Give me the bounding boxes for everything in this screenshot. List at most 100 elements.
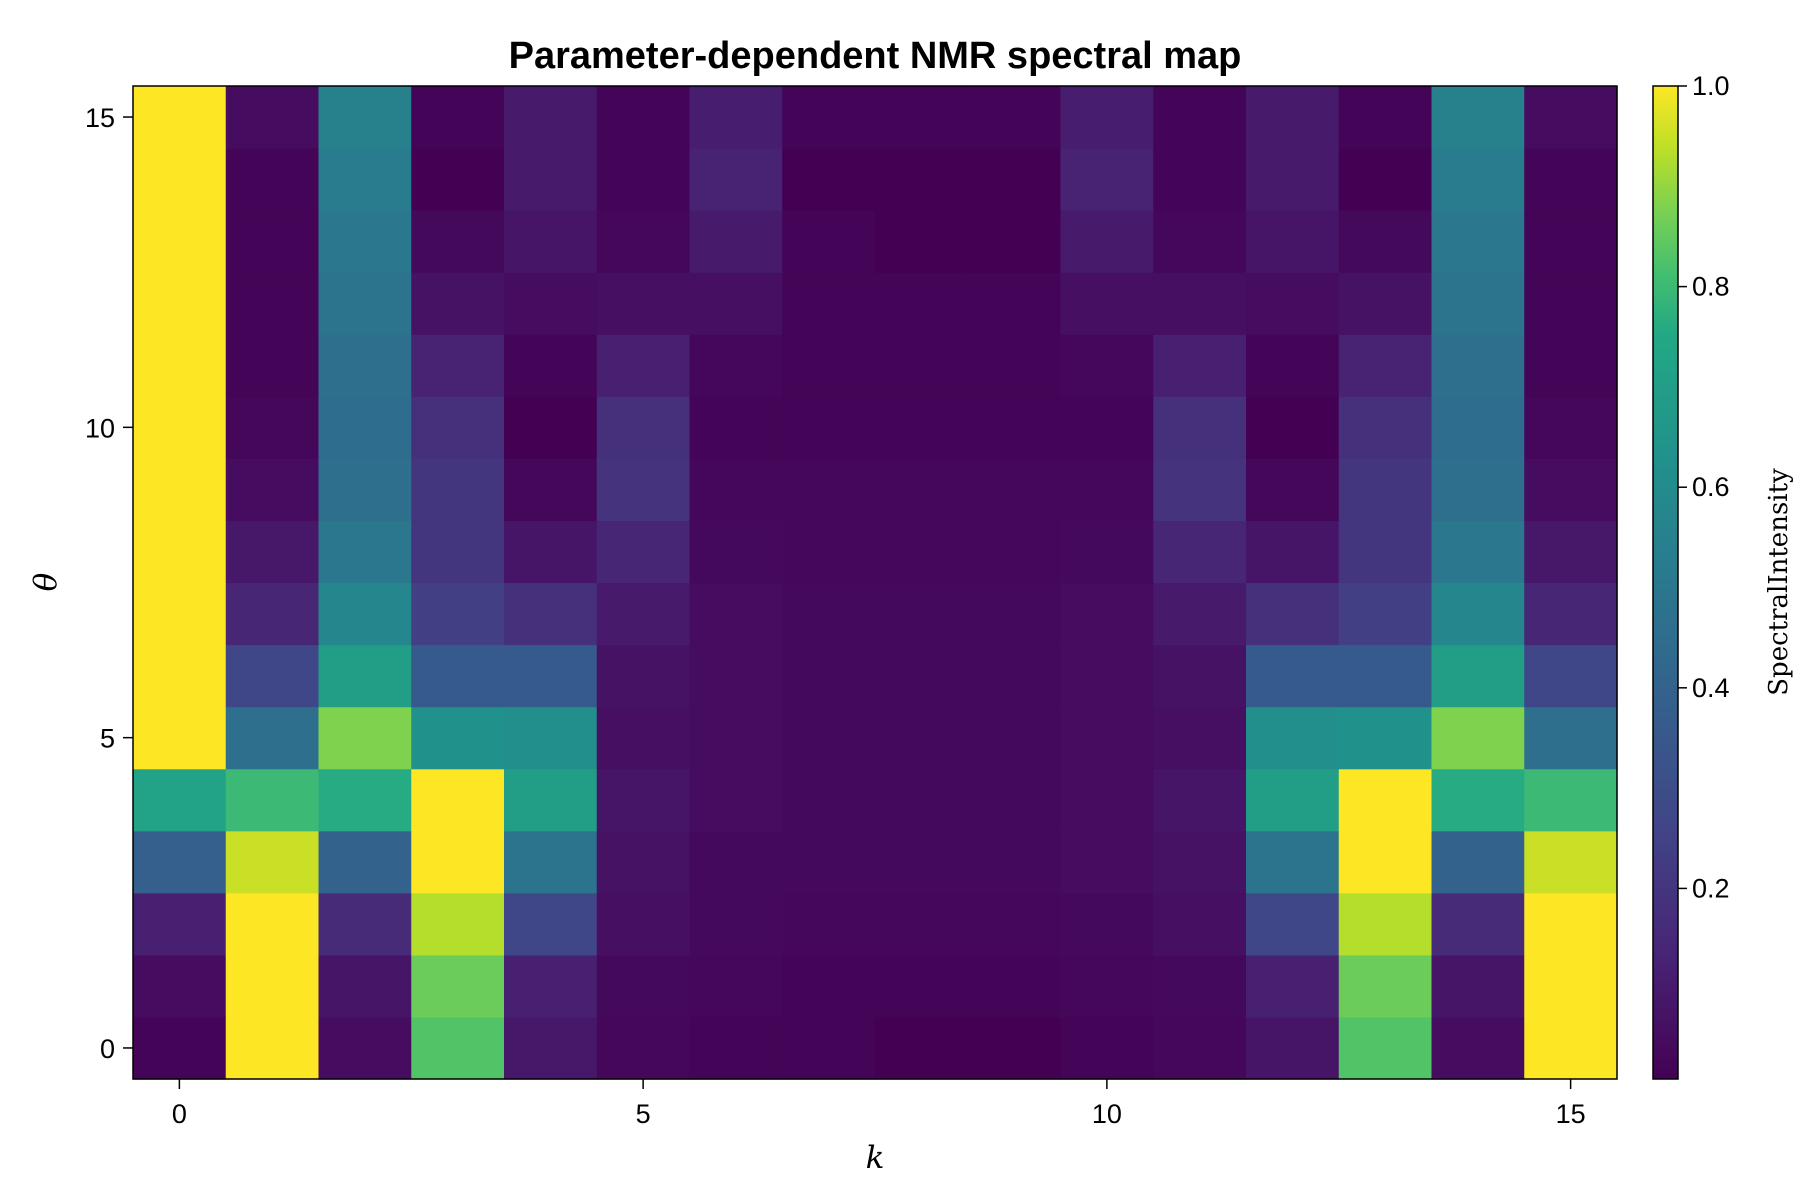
plot-frame bbox=[132, 85, 1618, 1080]
heatmap-cell-k8-theta1 bbox=[875, 954, 969, 1018]
heatmap-cell-k1-theta10 bbox=[225, 396, 320, 459]
heatmap-cell-k13-theta9 bbox=[1338, 458, 1433, 522]
heatmap-cell-k9-theta0 bbox=[967, 1016, 1062, 1080]
heatmap-cell-k4-theta3 bbox=[504, 830, 598, 894]
heatmap-cell-k11-theta9 bbox=[1153, 458, 1247, 522]
heatmap-cell-k9-theta5 bbox=[967, 706, 1062, 770]
heatmap-cell-k6-theta14 bbox=[689, 148, 783, 211]
heatmap-cell-k8-theta7 bbox=[875, 582, 969, 646]
heatmap-cell-k6-theta0 bbox=[689, 1016, 783, 1080]
heatmap-cell-k2-theta6 bbox=[318, 644, 412, 708]
heatmap-cell-k2-theta7 bbox=[318, 582, 412, 646]
heatmap-cell-k10-theta10 bbox=[1060, 396, 1154, 459]
heatmap-cell-k4-theta7 bbox=[504, 582, 598, 646]
heatmap-cell-k10-theta3 bbox=[1060, 830, 1154, 894]
heatmap-cell-k8-theta0 bbox=[875, 1016, 969, 1080]
heatmap-cell-k14-theta1 bbox=[1431, 954, 1525, 1018]
heatmap-cell-k15-theta10 bbox=[1524, 396, 1618, 459]
heatmap-cell-k11-theta4 bbox=[1153, 768, 1247, 832]
heatmap-cell-k0-theta8 bbox=[133, 520, 227, 584]
heatmap-cell-k3-theta0 bbox=[411, 1016, 505, 1080]
heatmap-cell-k12-theta7 bbox=[1246, 582, 1340, 646]
heatmap-cell-k14-theta15 bbox=[1431, 86, 1525, 149]
heatmap-cell-k6-theta15 bbox=[689, 86, 783, 149]
heatmap-cell-k15-theta6 bbox=[1524, 644, 1618, 708]
colorbar-ticks: 0.2 0.4 0.6 0.8 1.0 bbox=[1678, 71, 1730, 903]
heatmap-cell-k10-theta12 bbox=[1060, 272, 1154, 335]
heatmap-cell-k15-theta2 bbox=[1524, 892, 1618, 956]
heatmap-cell-k1-theta0 bbox=[225, 1016, 320, 1080]
heatmap-cell-k9-theta4 bbox=[967, 768, 1062, 832]
heatmap-cell-k0-theta0 bbox=[133, 1016, 227, 1080]
heatmap-cell-k3-theta4 bbox=[411, 768, 505, 832]
heatmap-cell-k0-theta1 bbox=[133, 954, 227, 1018]
heatmap-cell-k7-theta6 bbox=[782, 644, 876, 708]
heatmap-cell-k7-theta15 bbox=[782, 86, 876, 149]
colorbar-tick-label: 0.4 bbox=[1692, 673, 1730, 703]
heatmap-cell-k4-theta4 bbox=[504, 768, 598, 832]
heatmap-cell-k4-theta11 bbox=[504, 334, 598, 397]
heatmap-cell-k14-theta5 bbox=[1431, 706, 1525, 770]
heatmap-cell-k15-theta14 bbox=[1524, 148, 1618, 211]
heatmap-cell-k15-theta7 bbox=[1524, 582, 1618, 646]
heatmap-cell-k10-theta5 bbox=[1060, 706, 1154, 770]
heatmap-cell-k6-theta6 bbox=[689, 644, 783, 708]
heatmap-cell-k14-theta14 bbox=[1431, 148, 1525, 211]
heatmap-cell-k12-theta1 bbox=[1246, 954, 1340, 1018]
heatmap-cell-k10-theta11 bbox=[1060, 334, 1154, 397]
heatmap-cell-k12-theta15 bbox=[1246, 86, 1340, 149]
heatmap-cell-k1-theta14 bbox=[225, 148, 320, 211]
heatmap-cells bbox=[133, 86, 1618, 1080]
heatmap-cell-k12-theta8 bbox=[1246, 520, 1340, 584]
heatmap-cell-k8-theta13 bbox=[875, 210, 969, 273]
x-tick-label: 15 bbox=[1556, 1099, 1586, 1129]
heatmap-cell-k10-theta9 bbox=[1060, 458, 1154, 522]
heatmap-cell-k0-theta13 bbox=[133, 210, 227, 273]
heatmap-cell-k11-theta5 bbox=[1153, 706, 1247, 770]
heatmap-cell-k4-theta2 bbox=[504, 892, 598, 956]
heatmap-cell-k5-theta7 bbox=[596, 582, 691, 646]
x-tick-label: 0 bbox=[172, 1099, 187, 1129]
heatmap-cell-k9-theta7 bbox=[967, 582, 1062, 646]
heatmap-cell-k8-theta9 bbox=[875, 458, 969, 522]
heatmap-cell-k3-theta3 bbox=[411, 830, 505, 894]
heatmap-cell-k4-theta13 bbox=[504, 210, 598, 273]
heatmap-cell-k9-theta12 bbox=[967, 272, 1062, 335]
heatmap-cell-k1-theta2 bbox=[225, 892, 320, 956]
x-axis-ticks: 0 5 10 15 bbox=[172, 1079, 1586, 1129]
heatmap-cell-k2-theta13 bbox=[318, 210, 412, 273]
heatmap-cell-k8-theta8 bbox=[875, 520, 969, 584]
heatmap-cell-k7-theta4 bbox=[782, 768, 876, 832]
heatmap-cell-k7-theta0 bbox=[782, 1016, 876, 1080]
heatmap-cell-k1-theta13 bbox=[225, 210, 320, 273]
heatmap-cell-k10-theta7 bbox=[1060, 582, 1154, 646]
heatmap-cell-k3-theta7 bbox=[411, 582, 505, 646]
heatmap-cell-k15-theta8 bbox=[1524, 520, 1618, 584]
heatmap-cell-k6-theta1 bbox=[689, 954, 783, 1018]
heatmap-cell-k13-theta6 bbox=[1338, 644, 1433, 708]
heatmap-cell-k3-theta5 bbox=[411, 706, 505, 770]
y-axis-label: θ bbox=[28, 572, 64, 591]
heatmap-cell-k13-theta2 bbox=[1338, 892, 1433, 956]
heatmap-cell-k5-theta6 bbox=[596, 644, 691, 708]
heatmap-cell-k6-theta12 bbox=[689, 272, 783, 335]
heatmap-cell-k7-theta9 bbox=[782, 458, 876, 522]
heatmap-cell-k5-theta10 bbox=[596, 396, 691, 459]
heatmap-cell-k14-theta9 bbox=[1431, 458, 1525, 522]
heatmap-cell-k10-theta13 bbox=[1060, 210, 1154, 273]
heatmap-cell-k6-theta13 bbox=[689, 210, 783, 273]
heatmap-cell-k15-theta1 bbox=[1524, 954, 1618, 1018]
heatmap-cell-k6-theta7 bbox=[689, 582, 783, 646]
y-tick-label: 15 bbox=[85, 103, 115, 133]
heatmap-cell-k15-theta9 bbox=[1524, 458, 1618, 522]
heatmap-cell-k0-theta14 bbox=[133, 148, 227, 211]
heatmap-cell-k6-theta4 bbox=[689, 768, 783, 832]
heatmap-cell-k7-theta1 bbox=[782, 954, 876, 1018]
heatmap-cell-k13-theta3 bbox=[1338, 830, 1433, 894]
heatmap-cell-k6-theta8 bbox=[689, 520, 783, 584]
heatmap-cell-k7-theta10 bbox=[782, 396, 876, 459]
heatmap-cell-k2-theta0 bbox=[318, 1016, 412, 1080]
heatmap-cell-k10-theta6 bbox=[1060, 644, 1154, 708]
heatmap-cell-k2-theta9 bbox=[318, 458, 412, 522]
heatmap-cell-k5-theta8 bbox=[596, 520, 691, 584]
